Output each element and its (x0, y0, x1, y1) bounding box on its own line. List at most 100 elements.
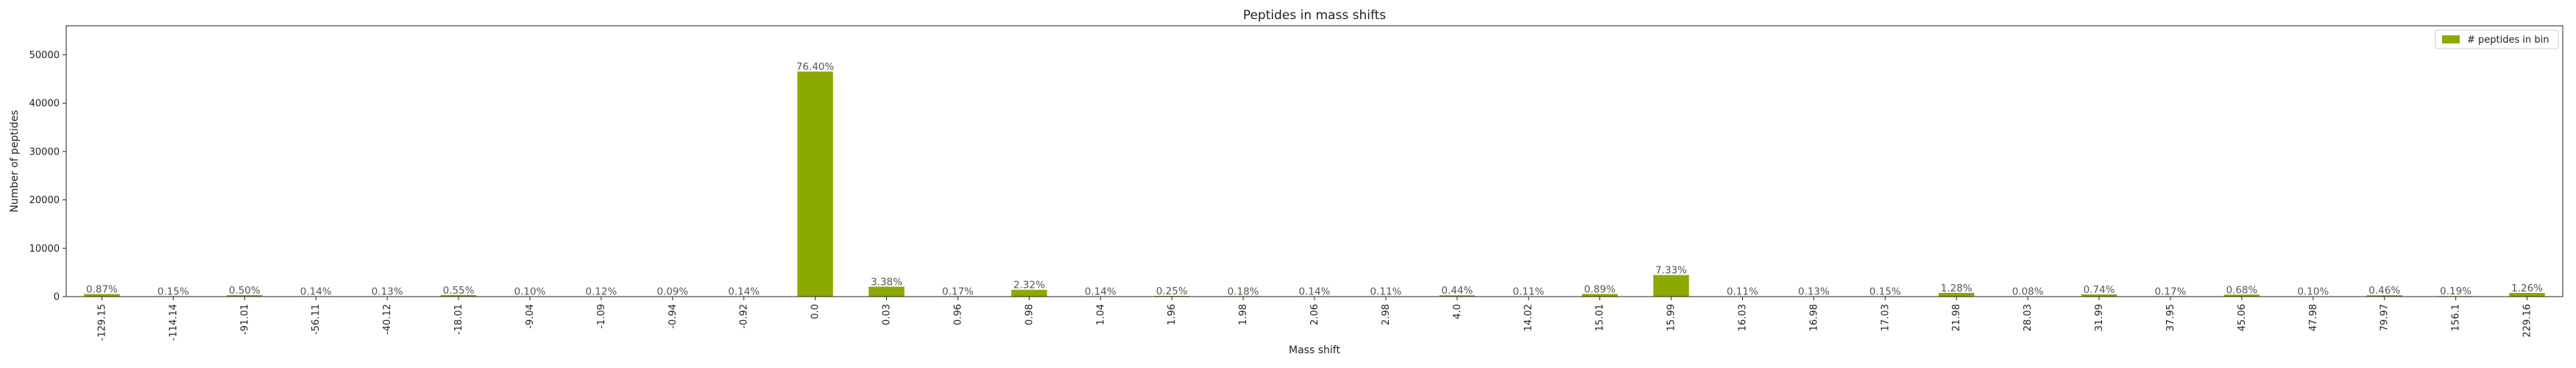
data-label-33: 0.19% (2440, 286, 2471, 297)
data-label-27: 0.08% (2012, 286, 2044, 298)
data-label-5: 0.55% (443, 285, 475, 297)
data-label-14: 0.14% (1085, 286, 1117, 297)
data-label-6: 0.10% (514, 286, 545, 298)
bar-22 (1653, 275, 1689, 297)
legend-label: # peptides in bin (2467, 35, 2549, 46)
data-label-2: 0.50% (229, 285, 261, 297)
x-tick-label-18: 2.98 (1381, 304, 1392, 325)
x-tick-label-21: 15.01 (1595, 304, 1606, 331)
x-tick-label-1: -114.14 (168, 304, 179, 341)
x-tick-label-22: 15.99 (1666, 304, 1677, 331)
bar-0 (84, 294, 120, 297)
data-label-17: 0.14% (1299, 286, 1331, 297)
x-tick-label-15: 1.96 (1167, 304, 1178, 325)
data-label-28: 0.74% (2084, 284, 2115, 296)
x-tick-label-4: -40.12 (382, 304, 393, 335)
data-label-25: 0.15% (1869, 286, 1901, 297)
x-tick-label-32: 79.97 (2379, 304, 2391, 331)
data-label-26: 1.28% (1941, 283, 1972, 294)
bar-13 (1011, 289, 1047, 297)
data-label-24: 0.13% (1798, 286, 1830, 297)
bar-11 (868, 286, 905, 297)
data-label-30: 0.68% (2226, 284, 2257, 296)
data-label-20: 0.11% (1512, 286, 1544, 298)
y-axis: 0 10000 20000 30000 40000 50000 (29, 50, 66, 303)
y-tick-label-1: 10000 (29, 244, 60, 255)
bars-group (84, 71, 2545, 297)
data-label-34: 1.26% (2511, 283, 2543, 294)
data-label-16: 0.18% (1228, 286, 1259, 297)
data-label-31: 0.10% (2297, 286, 2329, 298)
bar-10 (797, 71, 833, 297)
data-label-1: 0.15% (158, 286, 189, 297)
x-tick-label-19: 4.0 (1452, 304, 1463, 319)
x-tick-label-27: 28.03 (2023, 304, 2034, 331)
bar-21 (1582, 294, 1618, 297)
x-tick-label-3: -56.11 (311, 304, 322, 335)
data-label-4: 0.13% (372, 286, 403, 297)
x-tick-label-6: -9.04 (525, 304, 536, 329)
chart-title: Peptides in mass shifts (1243, 8, 1386, 23)
data-label-3: 0.14% (300, 286, 332, 297)
bar-2 (227, 294, 263, 297)
y-tick-label-4: 40000 (29, 99, 60, 110)
data-label-7: 0.12% (585, 286, 617, 298)
x-tick-label-16: 1.98 (1238, 304, 1249, 325)
x-axis: -129.15 -114.14 -91.01 -56.11 -40.12 -18.01 -9… (96, 297, 2533, 341)
data-label-0: 0.87% (86, 284, 118, 296)
data-label-21: 0.89% (1584, 283, 1616, 295)
data-label-9: 0.14% (728, 286, 760, 297)
x-tick-label-20: 14.02 (1524, 304, 1535, 331)
data-label-32: 0.46% (2368, 285, 2400, 297)
data-label-15: 0.25% (1156, 286, 1188, 297)
x-tick-label-11: 0.03 (882, 304, 893, 325)
x-tick-label-13: 0.98 (1024, 304, 1035, 325)
bar-28 (2081, 294, 2117, 297)
y-tick-label-2: 20000 (29, 195, 60, 206)
bar-5 (440, 294, 477, 297)
x-tick-label-7: -1.09 (596, 304, 607, 329)
x-tick-label-29: 37.95 (2165, 304, 2176, 331)
x-tick-label-10: 0.0 (810, 304, 821, 319)
bar-19 (1439, 295, 1476, 297)
data-label-13: 2.32% (1013, 280, 1045, 291)
x-tick-label-14: 1.04 (1095, 304, 1106, 325)
x-tick-label-12: 0.96 (952, 304, 963, 325)
x-axis-label: Mass shift (1289, 344, 1340, 356)
data-label-8: 0.09% (657, 286, 688, 298)
x-tick-label-25: 17.03 (1880, 304, 1891, 331)
x-tick-label-24: 16.98 (1808, 304, 1819, 331)
data-labels-group: 0.87% 0.15% 0.50% 0.14% 0.13% 0.55% 0.10% 0.12%… (86, 61, 2543, 297)
x-tick-label-30: 45.06 (2237, 304, 2248, 331)
legend[interactable]: # peptides in bin (2435, 29, 2559, 49)
plot-frame (66, 25, 2563, 297)
y-axis-label: Number of peptides (9, 110, 21, 212)
data-label-10: 76.40% (796, 61, 835, 73)
x-tick-label-9: -0.92 (739, 304, 750, 329)
bar-34 (2509, 292, 2545, 297)
x-tick-label-26: 21.98 (1951, 304, 1962, 331)
data-label-12: 0.17% (942, 286, 974, 297)
legend-swatch (2442, 35, 2460, 43)
data-label-29: 0.17% (2155, 286, 2187, 297)
data-label-22: 7.33% (1655, 265, 1687, 277)
data-label-18: 0.11% (1370, 286, 1401, 298)
x-tick-label-0: -129.15 (96, 304, 107, 341)
x-tick-label-23: 16.03 (1737, 304, 1748, 331)
x-tick-label-2: -91.01 (239, 304, 250, 335)
data-label-19: 0.44% (1441, 285, 1473, 297)
y-tick-label-0: 0 (54, 292, 60, 303)
y-tick-label-5: 50000 (29, 50, 60, 61)
x-tick-label-34: 229.16 (2522, 304, 2533, 338)
data-label-11: 3.38% (871, 276, 902, 288)
x-tick-label-31: 47.98 (2308, 304, 2319, 331)
data-label-23: 0.11% (1727, 286, 1758, 298)
x-tick-label-28: 31.99 (2094, 304, 2105, 331)
bar-32 (2366, 295, 2402, 297)
bar-26 (1939, 292, 1975, 297)
x-tick-label-17: 2.06 (1309, 304, 1320, 325)
y-tick-label-3: 30000 (29, 146, 60, 158)
legend-frame (2435, 29, 2559, 49)
bar-30 (2223, 294, 2260, 297)
x-tick-label-33: 156.1 (2451, 304, 2462, 331)
